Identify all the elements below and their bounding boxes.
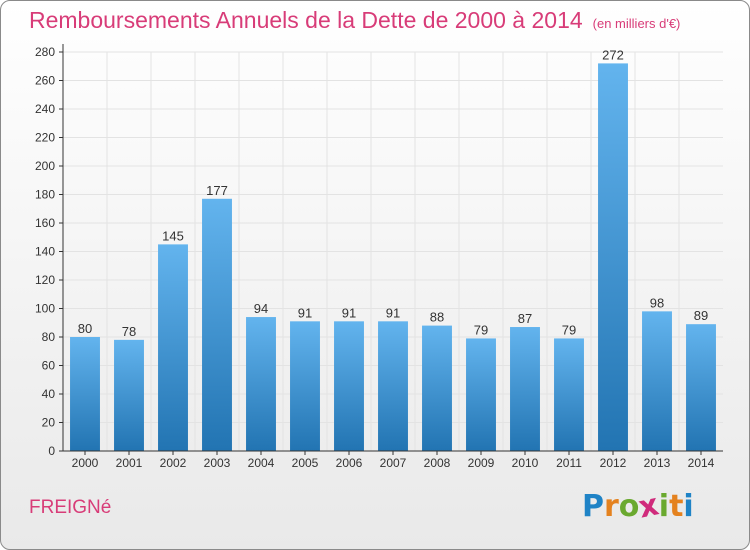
logo-letter: o bbox=[618, 489, 640, 524]
chart-title: Remboursements Annuels de la Dette de 20… bbox=[29, 7, 680, 34]
x-tick-label-2008: 2008 bbox=[424, 456, 451, 470]
bar-2000 bbox=[70, 337, 100, 451]
bar-2001 bbox=[114, 339, 144, 451]
x-tick-label-2014: 2014 bbox=[688, 456, 715, 470]
y-tick-label: 220 bbox=[35, 131, 55, 145]
bar-2006 bbox=[334, 321, 364, 451]
y-tick-label: 200 bbox=[35, 159, 55, 173]
y-tick-label: 60 bbox=[42, 359, 56, 373]
value-label-2004: 94 bbox=[254, 301, 268, 316]
bar-2005 bbox=[290, 321, 320, 451]
x-tick-label-2012: 2012 bbox=[600, 456, 627, 470]
y-tick-label: 260 bbox=[35, 74, 55, 88]
value-label-2010: 87 bbox=[518, 311, 532, 326]
bar-2009 bbox=[466, 338, 496, 451]
x-tick-label-2007: 2007 bbox=[380, 456, 407, 470]
value-label-2008: 88 bbox=[430, 310, 444, 325]
y-tick-label: 80 bbox=[42, 330, 56, 344]
logo-letter: i bbox=[683, 489, 694, 524]
bar-2004 bbox=[246, 317, 276, 451]
y-tick-label: 0 bbox=[48, 444, 55, 458]
value-label-2007: 91 bbox=[386, 305, 400, 320]
x-tick-label-2001: 2001 bbox=[116, 456, 143, 470]
commune-name: FREIGNé bbox=[29, 497, 112, 518]
y-tick-label: 20 bbox=[42, 416, 56, 430]
x-tick-label-2005: 2005 bbox=[292, 456, 319, 470]
bar-2011 bbox=[554, 338, 584, 451]
bar-2012 bbox=[598, 63, 628, 452]
value-label-2001: 78 bbox=[122, 324, 136, 339]
bar-2007 bbox=[378, 321, 408, 451]
value-label-2014: 89 bbox=[694, 308, 708, 323]
x-tick-label-2011: 2011 bbox=[556, 456, 582, 470]
value-label-2000: 80 bbox=[78, 321, 92, 336]
logo-letter: i bbox=[658, 489, 670, 524]
value-label-2012: 272 bbox=[602, 47, 624, 62]
x-tick-label-2000: 2000 bbox=[72, 456, 99, 470]
value-label-2006: 91 bbox=[342, 305, 356, 320]
y-tick-label: 280 bbox=[35, 45, 55, 59]
value-label-2003: 177 bbox=[206, 183, 228, 198]
value-label-2009: 79 bbox=[474, 322, 488, 337]
bar-2014 bbox=[686, 324, 716, 451]
y-tick-label: 240 bbox=[35, 102, 55, 116]
y-tick-label: 140 bbox=[35, 245, 55, 259]
x-tick-label-2013: 2013 bbox=[644, 456, 671, 470]
x-tick-label-2006: 2006 bbox=[336, 456, 363, 470]
bar-2013 bbox=[642, 311, 672, 451]
x-tick-label-2002: 2002 bbox=[160, 456, 187, 470]
y-tick-label: 180 bbox=[35, 188, 55, 202]
x-tick-label-2009: 2009 bbox=[468, 456, 495, 470]
y-tick-label: 40 bbox=[42, 387, 56, 401]
value-label-2013: 98 bbox=[650, 295, 664, 310]
bar-2003 bbox=[202, 198, 232, 451]
x-tick-label-2004: 2004 bbox=[248, 456, 275, 470]
y-tick-label: 120 bbox=[35, 273, 55, 287]
value-label-2011: 79 bbox=[562, 322, 576, 337]
bar-2002 bbox=[158, 244, 188, 451]
y-tick-label: 100 bbox=[35, 302, 55, 316]
bar-2008 bbox=[422, 325, 452, 451]
chart-title-text: Remboursements Annuels de la Dette de 20… bbox=[29, 7, 583, 33]
logo-letter: P bbox=[582, 489, 604, 524]
logo-letter: r bbox=[604, 489, 619, 524]
logo-letter: t bbox=[669, 489, 684, 524]
unit-note: (en milliers d'€) bbox=[592, 16, 681, 31]
y-tick-label: 160 bbox=[35, 216, 55, 230]
proxiti-logo: Proxiti bbox=[582, 487, 694, 525]
value-label-2002: 145 bbox=[162, 228, 184, 243]
x-tick-label-2010: 2010 bbox=[512, 456, 539, 470]
x-tick-label-2003: 2003 bbox=[204, 456, 231, 470]
value-label-2005: 91 bbox=[298, 305, 312, 320]
bar-2010 bbox=[510, 327, 540, 451]
